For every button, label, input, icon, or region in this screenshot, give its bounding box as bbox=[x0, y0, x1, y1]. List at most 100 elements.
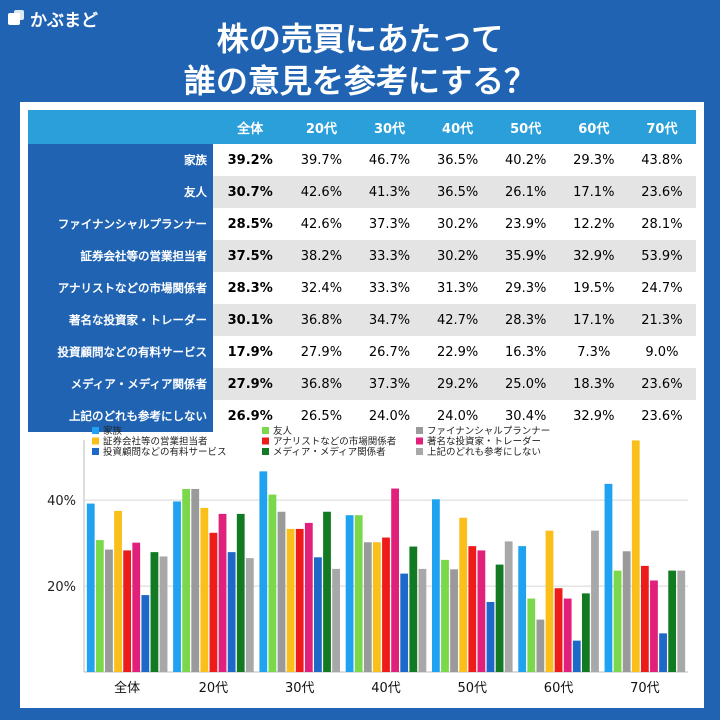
bar bbox=[295, 528, 304, 672]
table-cell-total: 17.9% bbox=[213, 336, 288, 368]
table-cell-total: 39.2% bbox=[213, 144, 288, 176]
table-cell: 23.6% bbox=[627, 368, 696, 400]
table-cell: 16.3% bbox=[491, 336, 560, 368]
table-cell: 53.9% bbox=[627, 240, 696, 272]
bar bbox=[159, 556, 168, 672]
table-cell: 46.7% bbox=[355, 144, 424, 176]
table-row: メディア・メディア関係者 27.9% 36.8% 37.3% 29.2% 25.0% 18.… bbox=[28, 368, 696, 400]
bar bbox=[173, 501, 181, 672]
x-tick-label: 30代 bbox=[285, 681, 315, 696]
table-cell-total: 28.5% bbox=[213, 208, 288, 240]
bar bbox=[631, 440, 640, 672]
table-cell: 37.3% bbox=[355, 368, 424, 400]
legend-label: アナリストなどの市場関係者 bbox=[273, 436, 396, 448]
table-header: 70代 bbox=[627, 110, 696, 144]
bar bbox=[659, 633, 667, 672]
table-cell: 17.1% bbox=[559, 176, 628, 208]
x-tick-label: 全体 bbox=[114, 680, 140, 696]
bar bbox=[545, 530, 554, 672]
bar bbox=[650, 580, 658, 672]
table-cell: 28.3% bbox=[491, 304, 560, 336]
table-cell: 36.8% bbox=[287, 368, 356, 400]
bar bbox=[332, 568, 341, 672]
bar bbox=[182, 488, 191, 672]
table-cell: 23.6% bbox=[627, 400, 696, 432]
row-label: ファイナンシャルプランナー bbox=[28, 208, 213, 240]
bar bbox=[200, 507, 209, 672]
row-label: 友人 bbox=[28, 176, 213, 208]
table-header: 40代 bbox=[423, 110, 492, 144]
x-tick-label: 60代 bbox=[544, 681, 574, 696]
bar bbox=[132, 542, 141, 672]
table-cell: 29.2% bbox=[423, 368, 492, 400]
table-cell: 36.5% bbox=[423, 176, 492, 208]
bar bbox=[114, 510, 122, 672]
table-cell: 32.9% bbox=[559, 400, 628, 432]
bar bbox=[604, 483, 613, 672]
bar bbox=[373, 542, 381, 672]
table-cell: 42.6% bbox=[287, 176, 356, 208]
table-cell-total: 37.5% bbox=[213, 240, 288, 272]
legend-swatch bbox=[92, 427, 99, 434]
table-cell: 23.9% bbox=[491, 208, 560, 240]
bar bbox=[218, 513, 227, 672]
bar bbox=[640, 565, 649, 672]
bar bbox=[227, 552, 236, 672]
table-cell: 24.0% bbox=[423, 400, 492, 432]
table-cell: 43.8% bbox=[627, 144, 696, 176]
bar bbox=[277, 511, 286, 672]
brand-logo: かぶまど bbox=[8, 6, 98, 31]
brand-name: かぶまど bbox=[30, 11, 98, 31]
bar-chart: 20% 40% 全体 20代 30代 40代 50代 60代 70代 家族 友人 ファイナンシャルプラ… bbox=[47, 425, 688, 696]
table-row: アナリストなどの市場関係者 28.3% 32.4% 33.3% 31.3% 29.3% 19… bbox=[28, 272, 696, 304]
row-label: アナリストなどの市場関係者 bbox=[28, 272, 213, 304]
table-cell: 33.3% bbox=[355, 240, 424, 272]
bar bbox=[236, 513, 245, 672]
table-cell: 26.7% bbox=[355, 336, 424, 368]
table-corner bbox=[28, 110, 213, 144]
bar bbox=[504, 541, 513, 672]
bar bbox=[554, 588, 563, 672]
table-header: 全体 bbox=[213, 110, 288, 144]
legend-label: 家族 bbox=[103, 425, 123, 437]
table-cell: 40.2% bbox=[491, 144, 560, 176]
x-tick-label: 40代 bbox=[371, 681, 401, 696]
table-cell-total: 30.7% bbox=[213, 176, 288, 208]
table-header-row: 全体 20代 30代 40代 50代 60代 70代 bbox=[28, 110, 696, 144]
page-title: 株の売買にあたって 誰の意見を参考にする？ bbox=[0, 18, 720, 102]
bar bbox=[581, 593, 590, 672]
bar bbox=[191, 488, 200, 672]
table-cell: 37.3% bbox=[355, 208, 424, 240]
table-cell: 32.9% bbox=[559, 240, 628, 272]
bar bbox=[677, 570, 686, 672]
row-label: 上記のどれも参考にしない bbox=[28, 400, 213, 432]
bar bbox=[245, 558, 254, 672]
table-cell: 35.9% bbox=[491, 240, 560, 272]
table-cell: 30.4% bbox=[491, 400, 560, 432]
row-label: メディア・メディア関係者 bbox=[28, 368, 213, 400]
table-cell: 25.0% bbox=[491, 368, 560, 400]
bar bbox=[391, 488, 399, 672]
title-line-2: 誰の意見を参考にする？ bbox=[183, 62, 537, 100]
table-row: 家族 39.2% 39.7% 46.7% 36.5% 40.2% 29.3% 43.8% bbox=[28, 144, 696, 176]
table-cell: 33.3% bbox=[355, 272, 424, 304]
bar bbox=[591, 530, 599, 672]
bar bbox=[441, 559, 449, 672]
table-row: 証券会社等の営業担当者 37.5% 38.2% 33.3% 30.2% 35.9% 32.9… bbox=[28, 240, 696, 272]
table-row: 友人 30.7% 42.6% 41.3% 36.5% 26.1% 17.1% 23.6% bbox=[28, 176, 696, 208]
table-cell: 30.2% bbox=[423, 208, 492, 240]
x-tick-label: 50代 bbox=[458, 681, 488, 696]
table-cell: 29.3% bbox=[559, 144, 628, 176]
table-cell: 19.5% bbox=[559, 272, 628, 304]
table-cell: 32.4% bbox=[287, 272, 356, 304]
table-cell: 24.7% bbox=[627, 272, 696, 304]
legend-label: ファイナンシャルプランナー bbox=[427, 426, 550, 437]
table-cell: 36.8% bbox=[287, 304, 356, 336]
bar bbox=[86, 503, 95, 672]
bar bbox=[105, 549, 113, 672]
table-row: 著名な投資家・トレーダー 30.1% 36.8% 34.7% 42.7% 28.3% 17.… bbox=[28, 304, 696, 336]
table-header: 50代 bbox=[491, 110, 560, 144]
x-tick-label: 70代 bbox=[630, 681, 660, 696]
results-table: 全体 20代 30代 40代 50代 60代 70代 家族 39.2% 39.7% 4… bbox=[28, 110, 696, 432]
table-header: 60代 bbox=[559, 110, 628, 144]
